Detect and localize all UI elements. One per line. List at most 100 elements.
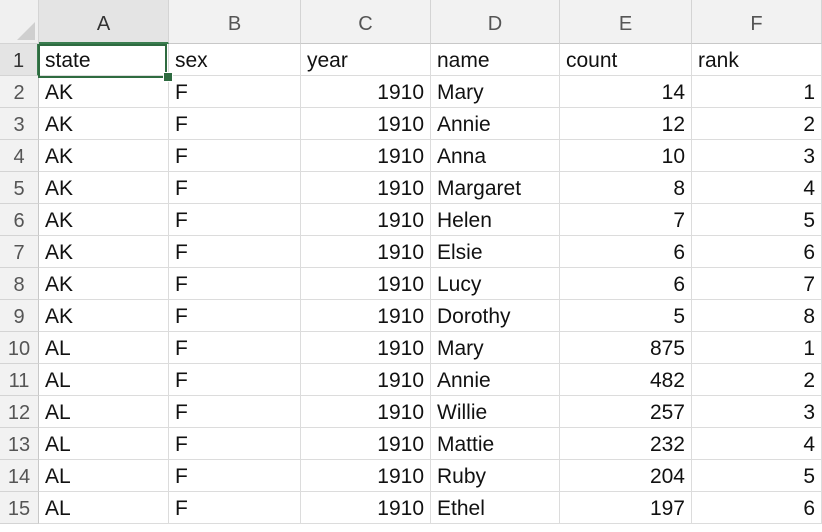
cell-c14[interactable]: 1910 bbox=[301, 460, 431, 492]
cell-b11[interactable]: F bbox=[169, 364, 301, 396]
cell-b2[interactable]: F bbox=[169, 76, 301, 108]
cell-e2[interactable]: 14 bbox=[560, 76, 692, 108]
cell-b4[interactable]: F bbox=[169, 140, 301, 172]
cell-a5[interactable]: AK bbox=[39, 172, 169, 204]
cell-a9[interactable]: AK bbox=[39, 300, 169, 332]
cell-e7[interactable]: 6 bbox=[560, 236, 692, 268]
cell-d10[interactable]: Mary bbox=[431, 332, 560, 364]
column-header-b[interactable]: B bbox=[169, 0, 301, 44]
cell-e9[interactable]: 5 bbox=[560, 300, 692, 332]
cell-a3[interactable]: AK bbox=[39, 108, 169, 140]
cell-e3[interactable]: 12 bbox=[560, 108, 692, 140]
cell-b13[interactable]: F bbox=[169, 428, 301, 460]
cell-e6[interactable]: 7 bbox=[560, 204, 692, 236]
row-header-2[interactable]: 2 bbox=[0, 76, 39, 108]
row-header-1[interactable]: 1 bbox=[0, 44, 39, 76]
cell-d11[interactable]: Annie bbox=[431, 364, 560, 396]
cell-e4[interactable]: 10 bbox=[560, 140, 692, 172]
row-header-4[interactable]: 4 bbox=[0, 140, 39, 172]
row-header-15[interactable]: 15 bbox=[0, 492, 39, 524]
cell-f15[interactable]: 6 bbox=[692, 492, 822, 524]
cell-f11[interactable]: 2 bbox=[692, 364, 822, 396]
cell-a7[interactable]: AK bbox=[39, 236, 169, 268]
cell-c12[interactable]: 1910 bbox=[301, 396, 431, 428]
cell-f9[interactable]: 8 bbox=[692, 300, 822, 332]
cell-e5[interactable]: 8 bbox=[560, 172, 692, 204]
cell-e13[interactable]: 232 bbox=[560, 428, 692, 460]
select-all-corner[interactable] bbox=[0, 0, 39, 44]
cell-d8[interactable]: Lucy bbox=[431, 268, 560, 300]
cell-b8[interactable]: F bbox=[169, 268, 301, 300]
row-header-7[interactable]: 7 bbox=[0, 236, 39, 268]
cell-f8[interactable]: 7 bbox=[692, 268, 822, 300]
cell-f4[interactable]: 3 bbox=[692, 140, 822, 172]
cell-e10[interactable]: 875 bbox=[560, 332, 692, 364]
row-header-10[interactable]: 10 bbox=[0, 332, 39, 364]
cell-a4[interactable]: AK bbox=[39, 140, 169, 172]
cell-d12[interactable]: Willie bbox=[431, 396, 560, 428]
cell-f1[interactable]: rank bbox=[692, 44, 822, 76]
cell-e15[interactable]: 197 bbox=[560, 492, 692, 524]
cell-a2[interactable]: AK bbox=[39, 76, 169, 108]
cell-c6[interactable]: 1910 bbox=[301, 204, 431, 236]
row-header-12[interactable]: 12 bbox=[0, 396, 39, 428]
row-header-5[interactable]: 5 bbox=[0, 172, 39, 204]
cell-b10[interactable]: F bbox=[169, 332, 301, 364]
cell-a15[interactable]: AL bbox=[39, 492, 169, 524]
cell-b3[interactable]: F bbox=[169, 108, 301, 140]
column-header-d[interactable]: D bbox=[431, 0, 560, 44]
cell-b1[interactable]: sex bbox=[169, 44, 301, 76]
row-header-11[interactable]: 11 bbox=[0, 364, 39, 396]
cell-a12[interactable]: AL bbox=[39, 396, 169, 428]
cell-f12[interactable]: 3 bbox=[692, 396, 822, 428]
cell-d7[interactable]: Elsie bbox=[431, 236, 560, 268]
cell-c4[interactable]: 1910 bbox=[301, 140, 431, 172]
row-header-9[interactable]: 9 bbox=[0, 300, 39, 332]
cell-c3[interactable]: 1910 bbox=[301, 108, 431, 140]
cell-f3[interactable]: 2 bbox=[692, 108, 822, 140]
cell-f6[interactable]: 5 bbox=[692, 204, 822, 236]
cell-d1[interactable]: name bbox=[431, 44, 560, 76]
cell-d5[interactable]: Margaret bbox=[431, 172, 560, 204]
cell-f7[interactable]: 6 bbox=[692, 236, 822, 268]
cell-f13[interactable]: 4 bbox=[692, 428, 822, 460]
cell-b15[interactable]: F bbox=[169, 492, 301, 524]
cell-d3[interactable]: Annie bbox=[431, 108, 560, 140]
cell-e8[interactable]: 6 bbox=[560, 268, 692, 300]
cell-d6[interactable]: Helen bbox=[431, 204, 560, 236]
row-header-13[interactable]: 13 bbox=[0, 428, 39, 460]
cell-d2[interactable]: Mary bbox=[431, 76, 560, 108]
cell-a13[interactable]: AL bbox=[39, 428, 169, 460]
row-header-14[interactable]: 14 bbox=[0, 460, 39, 492]
cell-a14[interactable]: AL bbox=[39, 460, 169, 492]
cell-f10[interactable]: 1 bbox=[692, 332, 822, 364]
cell-d13[interactable]: Mattie bbox=[431, 428, 560, 460]
cell-e11[interactable]: 482 bbox=[560, 364, 692, 396]
cell-a8[interactable]: AK bbox=[39, 268, 169, 300]
row-header-3[interactable]: 3 bbox=[0, 108, 39, 140]
cell-b7[interactable]: F bbox=[169, 236, 301, 268]
column-header-c[interactable]: C bbox=[301, 0, 431, 44]
row-header-6[interactable]: 6 bbox=[0, 204, 39, 236]
cell-c7[interactable]: 1910 bbox=[301, 236, 431, 268]
cell-c15[interactable]: 1910 bbox=[301, 492, 431, 524]
cell-b12[interactable]: F bbox=[169, 396, 301, 428]
cell-f5[interactable]: 4 bbox=[692, 172, 822, 204]
cell-c5[interactable]: 1910 bbox=[301, 172, 431, 204]
cell-a6[interactable]: AK bbox=[39, 204, 169, 236]
cell-e1[interactable]: count bbox=[560, 44, 692, 76]
cell-c9[interactable]: 1910 bbox=[301, 300, 431, 332]
cell-c10[interactable]: 1910 bbox=[301, 332, 431, 364]
cell-e12[interactable]: 257 bbox=[560, 396, 692, 428]
column-header-e[interactable]: E bbox=[560, 0, 692, 44]
cell-e14[interactable]: 204 bbox=[560, 460, 692, 492]
fill-handle[interactable] bbox=[163, 72, 173, 82]
cell-b9[interactable]: F bbox=[169, 300, 301, 332]
cell-c1[interactable]: year bbox=[301, 44, 431, 76]
cell-f14[interactable]: 5 bbox=[692, 460, 822, 492]
cell-b6[interactable]: F bbox=[169, 204, 301, 236]
cell-c8[interactable]: 1910 bbox=[301, 268, 431, 300]
cell-d14[interactable]: Ruby bbox=[431, 460, 560, 492]
row-header-8[interactable]: 8 bbox=[0, 268, 39, 300]
cell-d15[interactable]: Ethel bbox=[431, 492, 560, 524]
